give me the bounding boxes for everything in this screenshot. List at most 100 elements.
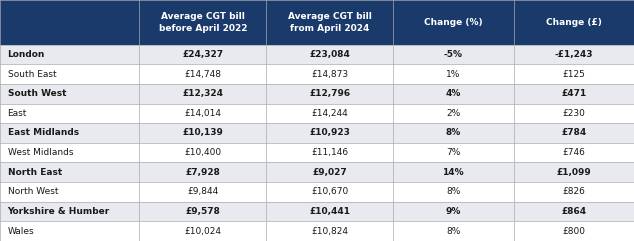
Bar: [514, 84, 634, 104]
Text: £864: £864: [561, 207, 586, 216]
Text: Change (£): Change (£): [546, 18, 602, 27]
Text: £9,844: £9,844: [187, 187, 219, 196]
Text: £1,099: £1,099: [557, 168, 591, 177]
Bar: [139, 45, 266, 64]
Text: £14,748: £14,748: [184, 70, 221, 79]
Bar: [393, 104, 514, 123]
Bar: [139, 221, 266, 241]
Text: North East: North East: [8, 168, 62, 177]
Text: Yorkshire & Humber: Yorkshire & Humber: [8, 207, 110, 216]
Text: Average CGT bill
from April 2024: Average CGT bill from April 2024: [288, 12, 372, 33]
Text: £9,027: £9,027: [313, 168, 347, 177]
Text: £125: £125: [562, 70, 585, 79]
Text: 1%: 1%: [446, 70, 460, 79]
Bar: [514, 104, 634, 123]
Bar: [0, 84, 139, 104]
Bar: [514, 0, 634, 45]
Text: 4%: 4%: [446, 89, 461, 98]
Bar: [266, 162, 393, 182]
Text: East Midlands: East Midlands: [8, 128, 79, 137]
Text: 9%: 9%: [446, 207, 461, 216]
Bar: [139, 182, 266, 202]
Bar: [0, 221, 139, 241]
Text: £800: £800: [562, 227, 585, 236]
Bar: [266, 123, 393, 143]
Text: -5%: -5%: [444, 50, 463, 59]
Text: 7%: 7%: [446, 148, 460, 157]
Bar: [393, 123, 514, 143]
Bar: [393, 182, 514, 202]
Text: London: London: [8, 50, 45, 59]
Text: £746: £746: [562, 148, 585, 157]
Bar: [393, 0, 514, 45]
Bar: [266, 64, 393, 84]
Text: South West: South West: [8, 89, 66, 98]
Bar: [393, 64, 514, 84]
Bar: [514, 64, 634, 84]
Text: North West: North West: [8, 187, 58, 196]
Text: £14,244: £14,244: [311, 109, 348, 118]
Text: £10,923: £10,923: [309, 128, 350, 137]
Bar: [266, 0, 393, 45]
Bar: [139, 123, 266, 143]
Bar: [514, 45, 634, 64]
Bar: [266, 45, 393, 64]
Text: -£1,243: -£1,243: [555, 50, 593, 59]
Bar: [266, 143, 393, 162]
Text: 8%: 8%: [446, 187, 460, 196]
Bar: [266, 182, 393, 202]
Bar: [266, 221, 393, 241]
Bar: [0, 123, 139, 143]
Text: Wales: Wales: [8, 227, 34, 236]
Bar: [266, 84, 393, 104]
Text: £10,139: £10,139: [183, 128, 223, 137]
Bar: [514, 202, 634, 221]
Bar: [139, 202, 266, 221]
Text: South East: South East: [8, 70, 56, 79]
Bar: [139, 143, 266, 162]
Text: West Midlands: West Midlands: [8, 148, 73, 157]
Bar: [514, 162, 634, 182]
Text: £10,441: £10,441: [309, 207, 350, 216]
Text: £9,578: £9,578: [185, 207, 221, 216]
Text: £10,824: £10,824: [311, 227, 348, 236]
Bar: [393, 162, 514, 182]
Text: £784: £784: [561, 128, 586, 137]
Bar: [139, 64, 266, 84]
Bar: [393, 143, 514, 162]
Text: £14,873: £14,873: [311, 70, 348, 79]
Bar: [393, 221, 514, 241]
Text: £7,928: £7,928: [185, 168, 221, 177]
Bar: [0, 202, 139, 221]
Bar: [393, 45, 514, 64]
Text: £471: £471: [561, 89, 586, 98]
Text: £12,796: £12,796: [309, 89, 350, 98]
Bar: [0, 143, 139, 162]
Text: £12,324: £12,324: [183, 89, 223, 98]
Text: 14%: 14%: [443, 168, 464, 177]
Text: £11,146: £11,146: [311, 148, 348, 157]
Text: Change (%): Change (%): [424, 18, 482, 27]
Bar: [139, 104, 266, 123]
Text: 2%: 2%: [446, 109, 460, 118]
Text: £230: £230: [562, 109, 585, 118]
Bar: [0, 182, 139, 202]
Bar: [514, 182, 634, 202]
Bar: [0, 162, 139, 182]
Text: £23,084: £23,084: [309, 50, 350, 59]
Text: £826: £826: [562, 187, 585, 196]
Text: 8%: 8%: [446, 128, 461, 137]
Bar: [266, 104, 393, 123]
Bar: [514, 221, 634, 241]
Bar: [0, 64, 139, 84]
Bar: [139, 84, 266, 104]
Bar: [266, 202, 393, 221]
Text: £10,024: £10,024: [184, 227, 221, 236]
Bar: [139, 162, 266, 182]
Bar: [0, 0, 139, 45]
Text: East: East: [8, 109, 27, 118]
Text: £24,327: £24,327: [183, 50, 223, 59]
Text: £14,014: £14,014: [184, 109, 221, 118]
Bar: [393, 202, 514, 221]
Bar: [514, 123, 634, 143]
